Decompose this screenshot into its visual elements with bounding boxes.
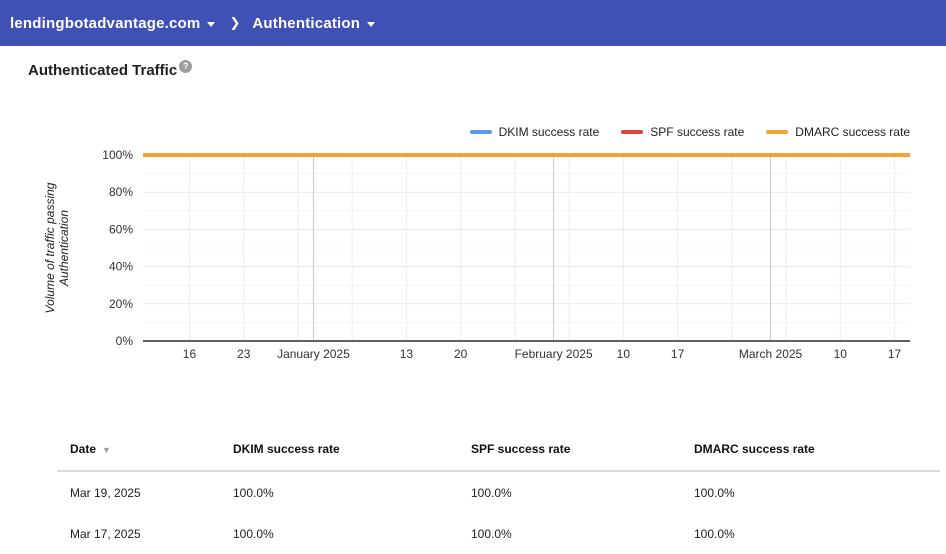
- x-tick-label: 23: [237, 347, 251, 361]
- authenticated-traffic-chart: DKIM success rate SPF success rate DMARC s…: [0, 115, 946, 383]
- page-title-row: Authenticated Traffic ?: [28, 60, 193, 79]
- x-tick-label: February 2025: [515, 347, 593, 361]
- row-date: Mar 19, 2025: [70, 485, 141, 500]
- domain-selector-label: lendingbotadvantage.com: [10, 14, 201, 32]
- y-tick-label: 80%: [109, 185, 133, 199]
- x-tick-label: 17: [888, 347, 902, 361]
- x-tick-label: January 2025: [277, 347, 350, 361]
- y-tick-label: 0%: [116, 334, 134, 348]
- page-title: Authenticated Traffic: [28, 62, 178, 79]
- column-header-spf-success-rate[interactable]: SPF success rate: [471, 428, 694, 471]
- column-header-label: DMARC success rate: [694, 442, 815, 456]
- legend-swatch: [766, 130, 789, 134]
- table-body: Mar 19, 2025 100.0% 100.0% 100.0% Mar 17, 20…: [57, 471, 940, 554]
- breadcrumb-chevron-icon: ❯: [229, 15, 241, 30]
- x-tick-label: 13: [400, 347, 414, 361]
- row-value: 100.0%: [233, 526, 274, 541]
- auth-results-table: Date ▼ DKIM success rate SPF success rate DM…: [57, 428, 940, 554]
- x-tick-label: 10: [834, 347, 848, 361]
- domain-selector[interactable]: lendingbotadvantage.com: [10, 14, 216, 32]
- column-header-dkim-success-rate[interactable]: DKIM success rate: [233, 428, 471, 471]
- column-header-label: DKIM success rate: [233, 442, 340, 456]
- legend-swatch: [621, 130, 644, 134]
- section-selector[interactable]: Authentication: [252, 14, 376, 32]
- x-tick-label: 10: [617, 347, 631, 361]
- y-axis-title-line: Volume of traffic passing: [43, 182, 57, 314]
- legend-item-spf[interactable]: SPF success rate: [621, 125, 744, 139]
- legend-label: SPF success rate: [650, 125, 745, 139]
- chevron-down-icon: [367, 21, 376, 27]
- row-value: 100.0%: [471, 485, 512, 500]
- column-header-date[interactable]: Date ▼: [57, 428, 233, 471]
- chart-legend: DKIM success rate SPF success rate DMARC s…: [469, 125, 910, 139]
- table-header: Date ▼ DKIM success rate SPF success rate DM…: [57, 428, 940, 471]
- y-axis-title: Volume of traffic passing Authentication: [43, 173, 71, 323]
- section-selector-label: Authentication: [252, 14, 361, 32]
- x-tick-label: 20: [454, 347, 468, 361]
- x-tick-label: 17: [671, 347, 685, 361]
- help-icon[interactable]: ?: [179, 60, 193, 73]
- column-header-label: SPF success rate: [471, 442, 571, 456]
- y-tick-label: 60%: [109, 222, 133, 236]
- chevron-down-icon: [207, 21, 216, 27]
- row-date: Mar 17, 2025: [70, 526, 141, 541]
- y-tick-label: 20%: [109, 297, 133, 311]
- row-value: 100.0%: [694, 485, 735, 500]
- table-row: Mar 19, 2025 100.0% 100.0% 100.0%: [57, 471, 940, 513]
- legend-label: DKIM success rate: [498, 125, 600, 139]
- legend-item-dmarc[interactable]: DMARC success rate: [766, 125, 910, 139]
- y-tick-label: 100%: [102, 148, 133, 162]
- row-value: 100.0%: [694, 526, 735, 541]
- row-value: 100.0%: [471, 526, 512, 541]
- x-tick-label: March 2025: [739, 347, 803, 361]
- y-tick-label: 40%: [109, 260, 133, 274]
- y-axis-title-line: Authentication: [57, 209, 71, 287]
- column-header-label: Date: [70, 442, 97, 456]
- table-row: Mar 17, 2025 100.0% 100.0% 100.0%: [57, 513, 940, 554]
- row-value: 100.0%: [233, 485, 274, 500]
- x-tick-label: 16: [183, 347, 197, 361]
- sort-descending-icon: ▼: [102, 445, 111, 455]
- legend-swatch: [469, 130, 492, 134]
- top-navigation-bar: lendingbotadvantage.com ❯ Authentication: [0, 0, 946, 46]
- legend-label: DMARC success rate: [795, 125, 910, 139]
- chart-canvas: 0% 20% 40% 60% 80% 100% 16 23 January 2025 13 20 Fe…: [102, 148, 910, 361]
- legend-item-dkim[interactable]: DKIM success rate: [469, 125, 600, 139]
- column-header-dmarc-success-rate[interactable]: DMARC success rate: [694, 428, 940, 471]
